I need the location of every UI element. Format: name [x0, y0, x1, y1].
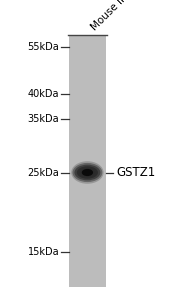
Ellipse shape: [71, 161, 104, 184]
Text: 40kDa: 40kDa: [28, 89, 59, 100]
Text: 25kDa: 25kDa: [27, 167, 59, 178]
Text: Mouse liver: Mouse liver: [89, 0, 139, 32]
Text: GSTZ1: GSTZ1: [116, 166, 156, 179]
Ellipse shape: [73, 163, 102, 182]
Text: 15kDa: 15kDa: [28, 247, 59, 257]
Ellipse shape: [77, 166, 98, 179]
Text: 55kDa: 55kDa: [27, 41, 59, 52]
Ellipse shape: [74, 165, 100, 180]
Bar: [69, 34, 106, 286]
Ellipse shape: [82, 169, 93, 176]
Ellipse shape: [80, 168, 95, 177]
Text: 35kDa: 35kDa: [28, 113, 59, 124]
